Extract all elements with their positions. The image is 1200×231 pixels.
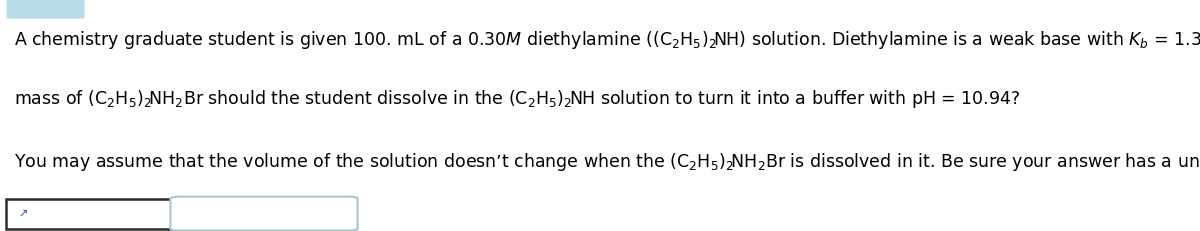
Text: mass of $\left(\mathrm{C_2H_5}\right)_2\!\mathrm{NH_2Br}$ should the student dis: mass of $\left(\mathrm{C_2H_5}\right)_2\… bbox=[14, 88, 1021, 110]
FancyBboxPatch shape bbox=[7, 0, 84, 20]
Text: ↗: ↗ bbox=[18, 209, 28, 219]
FancyBboxPatch shape bbox=[6, 199, 174, 229]
Text: A chemistry graduate student is given 100. mL of a 0.30$M$ diethylamine $\left(\: A chemistry graduate student is given 10… bbox=[14, 28, 1200, 52]
Text: You may assume that the volume of the solution doesn’t change when the $\left(\m: You may assume that the volume of the so… bbox=[14, 150, 1200, 172]
Text: it to 2 significant digits.: it to 2 significant digits. bbox=[14, 203, 220, 221]
FancyBboxPatch shape bbox=[170, 197, 358, 231]
